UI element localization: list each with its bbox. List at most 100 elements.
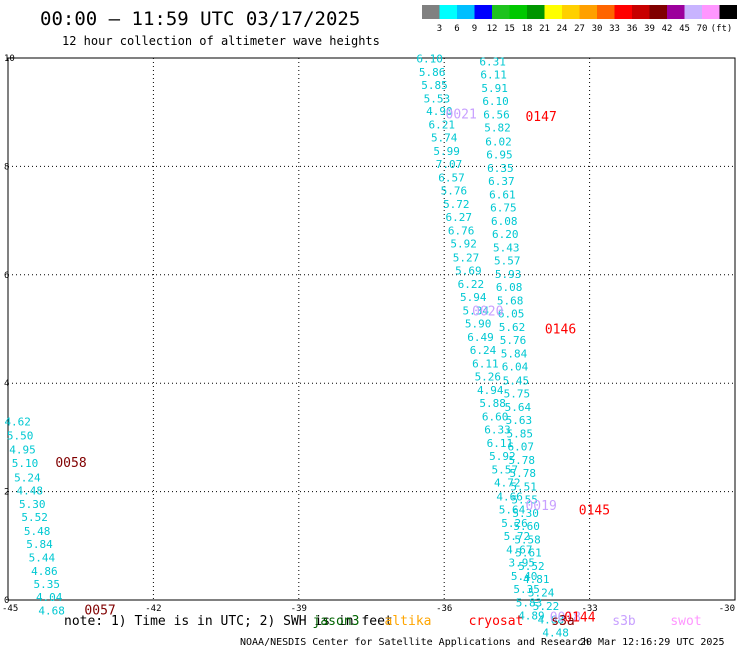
satellite-legend-item: s3b (612, 614, 636, 629)
wave-height-value: 6.08 (491, 215, 518, 228)
wave-height-value: 6.21 (429, 118, 456, 131)
wave-height-value: 5.30 (512, 507, 539, 520)
wave-height-value: 4.94 (477, 384, 504, 397)
wave-height-value: 5.69 (455, 264, 482, 277)
wave-height-value: 7.07 (436, 158, 463, 171)
wave-height-value: 5.52 (518, 560, 545, 573)
chart-subtitle: 12 hour collection of altimeter wave hei… (62, 34, 380, 48)
wave-height-value: 5.76 (441, 185, 468, 198)
wave-height-value: 6.35 (487, 162, 514, 175)
x-tick-label: -39 (291, 604, 307, 614)
colorbar-swatch (632, 5, 650, 19)
colorbar-swatch (597, 5, 615, 19)
wave-height-value: 5.10 (12, 457, 39, 470)
pass-label: 0147 (525, 110, 556, 125)
wave-height-value: 5.94 (460, 291, 487, 304)
satellite-legend-item: jason3 (313, 614, 360, 629)
wave-height-value: 4.67 (506, 543, 533, 556)
wave-height-value: 5.78 (509, 467, 536, 480)
wave-height-values: 4.625.504.955.105.244.485.305.525.485.84… (4, 52, 568, 639)
wave-height-value: 5.99 (433, 145, 460, 158)
satellite-legend-item: swot (670, 614, 701, 629)
wave-height-value: 5.93 (495, 268, 522, 281)
y-tick-label: 10 (4, 54, 15, 64)
wave-height-value: 6.11 (480, 69, 507, 82)
colorbar-label: 36 (627, 24, 638, 34)
wave-height-value: 6.33 (484, 424, 511, 437)
wave-height-value: 5.57 (494, 255, 521, 268)
colorbar-label: 15 (504, 24, 515, 34)
pass-label: 0058 (55, 456, 86, 471)
wave-height-value: 4.72 (494, 477, 521, 490)
colorbar-swatch (649, 5, 667, 19)
wave-height-value: 6.61 (489, 188, 516, 201)
wave-height-value: 6.95 (486, 148, 513, 161)
wave-height-value: 5.44 (29, 552, 56, 565)
satellite-legend: jason3 altika cryosat s3a s3b swot (313, 614, 702, 629)
wave-height-value: 5.92 (489, 450, 516, 463)
x-tick-label: -42 (145, 604, 161, 614)
colorbar-label: 3 (437, 24, 442, 34)
wave-height-value: 6.20 (492, 228, 519, 241)
plot-grid (7, 57, 736, 601)
wave-height-value: 3.95 (508, 556, 535, 569)
wave-height-value: 5.88 (479, 397, 506, 410)
satellite-legend-item: cryosat (469, 614, 524, 629)
wave-height-value: 4.04 (36, 591, 63, 604)
wave-height-value: 5.82 (484, 122, 511, 135)
wave-height-value: 4.62 (4, 415, 31, 428)
y-tick-label: 4 (4, 379, 9, 389)
wave-height-value: 5.22 (533, 600, 560, 613)
wave-height-value: 4.90 (426, 105, 453, 118)
colorbar-swatch (439, 5, 457, 19)
wave-height-value: 5.35 (34, 578, 61, 591)
chart-title: 00:00 – 11:59 UTC 03/17/2025 (40, 8, 360, 30)
wave-height-value: 4.81 (523, 573, 550, 586)
colorbar-swatch (684, 5, 702, 19)
wave-height-value: 5.62 (499, 321, 526, 334)
wave-height-value: 5.85 (507, 427, 534, 440)
colorbar-label: 30 (592, 24, 603, 34)
wave-height-value: 5.78 (508, 454, 535, 467)
wave-height-value: 5.53 (424, 92, 451, 105)
wave-height-value: 5.34 (462, 304, 489, 317)
wave-height-value: 5.48 (24, 525, 51, 538)
wave-height-value: 4.48 (542, 626, 569, 639)
colorbar-swatch (457, 5, 475, 19)
footer-credit: NOAA/NESDIS Center for Satellite Applica… (240, 637, 589, 648)
y-tick-label: 2 (4, 488, 9, 498)
x-tick-label: -30 (719, 604, 735, 614)
wave-height-value: 5.26 (501, 517, 528, 530)
wave-height-value: 5.30 (19, 498, 46, 511)
colorbar-unit: (ft) (711, 24, 733, 34)
wave-height-value: 6.27 (445, 211, 472, 224)
pass-label: 0020 (472, 304, 503, 319)
wave-height-value: 5.84 (26, 538, 53, 551)
wave-height-value: 6.10 (416, 52, 443, 65)
x-tick-label: -33 (581, 604, 597, 614)
wave-height-value: 5.86 (419, 66, 446, 79)
wave-height-value: 5.50 (7, 430, 34, 443)
colorbar-swatch (422, 5, 440, 19)
wave-height-value: 5.61 (515, 547, 542, 560)
pass-label: 0146 (545, 322, 576, 337)
y-tick-label: 0 (4, 596, 9, 606)
wave-height-value: 5.64 (505, 401, 532, 414)
colorbar-swatch (667, 5, 685, 19)
wave-height-value: 5.40 (511, 570, 538, 583)
pass-label: 0018 (550, 611, 581, 626)
wave-height-value: 6.31 (479, 56, 506, 69)
colorbar-swatch (719, 5, 737, 19)
wave-height-value: 6.37 (488, 175, 515, 188)
wave-height-value: 6.11 (472, 357, 499, 370)
pass-label: 0145 (579, 503, 610, 518)
colorbar-label: 24 (557, 24, 568, 34)
colorbar-label: 9 (472, 24, 477, 34)
wave-height-value: 6.22 (458, 278, 485, 291)
wave-height-value: 5.52 (21, 511, 48, 524)
wave-height-value: 4.89 (518, 610, 545, 623)
wave-height-value: 5.57 (492, 464, 519, 477)
wave-height-value: 5.60 (513, 520, 540, 533)
wave-height-value: 5.90 (465, 317, 492, 330)
colorbar-swatch (579, 5, 597, 19)
